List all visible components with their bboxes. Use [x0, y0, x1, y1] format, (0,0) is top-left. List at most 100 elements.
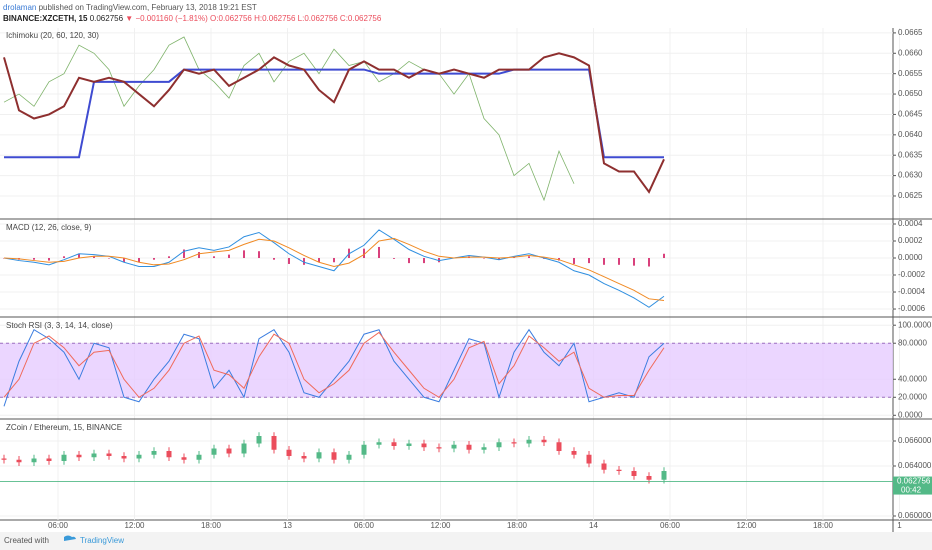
time-tick-label: 18:00: [201, 521, 222, 530]
histogram-bar: [123, 258, 125, 263]
y-tick-label: 0.066000: [898, 436, 932, 445]
y-tick-label: 0.060000: [898, 511, 932, 520]
candle-body: [271, 436, 277, 450]
histogram-bar: [318, 258, 320, 263]
time-tick-label: 18:00: [813, 521, 834, 530]
histogram-bar: [153, 258, 155, 260]
published: published on TradingView.com, February 1…: [39, 3, 257, 12]
histogram-bar: [648, 258, 650, 267]
histogram-bar: [198, 252, 200, 259]
y-tick-label: 0.0625: [898, 191, 923, 200]
candle-body: [166, 451, 172, 458]
histogram-bar: [108, 258, 110, 259]
candle-body: [196, 454, 202, 460]
candle-body: [361, 444, 367, 455]
candle-body: [406, 443, 412, 446]
time-tick-label: 18:00: [507, 521, 528, 530]
time-tick-label: 06:00: [660, 521, 681, 530]
histogram-bar: [243, 250, 245, 259]
histogram-bar: [33, 258, 35, 260]
y-tick-label: 0.0655: [898, 69, 923, 78]
series-line: [3, 36, 575, 202]
candle-body: [556, 442, 562, 451]
pane-title: MACD (12, 26, close, 9): [6, 223, 92, 232]
candle-body: [91, 453, 97, 458]
y-tick-label: 0.0645: [898, 110, 923, 119]
histogram-bar: [168, 256, 170, 259]
histogram-bar: [573, 258, 575, 264]
header-line-1: drolaman published on TradingView.com, F…: [3, 3, 257, 12]
histogram-bar: [618, 258, 620, 265]
candle-body: [331, 452, 337, 460]
author[interactable]: drolaman: [3, 3, 36, 12]
candle-body: [151, 451, 157, 455]
candle-body: [211, 448, 217, 455]
y-tick-label: 0.0000: [898, 253, 923, 262]
time-tick-label: 06:00: [48, 521, 69, 530]
footer-brand[interactable]: TradingView: [80, 536, 124, 545]
logo: [64, 535, 76, 541]
y-tick-label: 0.0650: [898, 89, 923, 98]
candle-body: [586, 454, 592, 464]
time-tick-label: 12:00: [124, 521, 145, 530]
candle-body: [316, 452, 322, 459]
y-tick-label: 0.0635: [898, 150, 923, 159]
stoch-band: [0, 343, 893, 398]
histogram-bar: [363, 248, 365, 259]
candle-body: [526, 439, 532, 444]
candle-body: [481, 447, 487, 450]
candle-body: [451, 444, 457, 449]
histogram-bar: [183, 249, 185, 259]
candle-body: [376, 442, 382, 445]
ohlc: O:0.062756 H:0.062756 L:0.062756 C:0.062…: [210, 14, 382, 23]
histogram-bar: [408, 258, 410, 264]
candle-body: [511, 442, 517, 444]
arrow: ▼: [125, 14, 133, 23]
change: −0.001160 (−1.81%): [135, 14, 208, 23]
histogram-bar: [663, 253, 665, 259]
y-tick-label: 0.0002: [898, 236, 923, 245]
histogram-bar: [78, 253, 80, 259]
histogram-bar: [603, 258, 605, 265]
time-tick-label: 14: [589, 521, 598, 530]
candle-body: [391, 442, 397, 446]
pane-title: Ichimoku (20, 60, 120, 30): [6, 31, 99, 40]
candle-body: [136, 454, 142, 459]
histogram-bar: [258, 251, 260, 259]
histogram-bar: [138, 258, 140, 263]
candle-body: [286, 449, 292, 456]
grid: [57, 28, 900, 520]
candle-body: [76, 454, 82, 458]
y-tick-label: 0.0665: [898, 28, 923, 37]
histogram-bar: [228, 254, 230, 259]
histogram-bar: [588, 258, 590, 264]
series-line: [3, 52, 665, 194]
histogram-bar: [483, 258, 485, 259]
series-line: [4, 68, 664, 159]
histogram-bar: [63, 256, 65, 259]
y-tick-label: 80.0000: [898, 338, 927, 347]
histogram-bar: [48, 258, 50, 261]
series-line: [3, 331, 665, 398]
histogram-bar: [288, 258, 290, 264]
series-line: [3, 237, 665, 302]
histogram-bar: [213, 256, 215, 259]
candle-body: [256, 436, 262, 444]
histogram-bar: [303, 258, 305, 265]
candle-body: [46, 458, 52, 461]
time-tick-label: 06:00: [354, 521, 375, 530]
time-tick-label: 13: [283, 521, 292, 530]
histogram-bar: [393, 258, 395, 259]
time-tick-label: 12:00: [736, 521, 757, 530]
candle-body: [301, 456, 307, 459]
y-tick-label: 0.0000: [898, 410, 923, 419]
candle-body: [436, 447, 442, 449]
symbol: BINANCE:XZCETH, 15: [3, 14, 88, 23]
pane-title: Stoch RSI (3, 3, 14, 14, close): [6, 321, 113, 330]
y-tick-label: -0.0004: [898, 287, 926, 296]
candle-body: [646, 476, 652, 480]
candle-body: [226, 448, 232, 454]
footer-created: Created with: [4, 536, 49, 545]
footer-bar: [0, 532, 932, 550]
candle-body: [106, 453, 112, 456]
